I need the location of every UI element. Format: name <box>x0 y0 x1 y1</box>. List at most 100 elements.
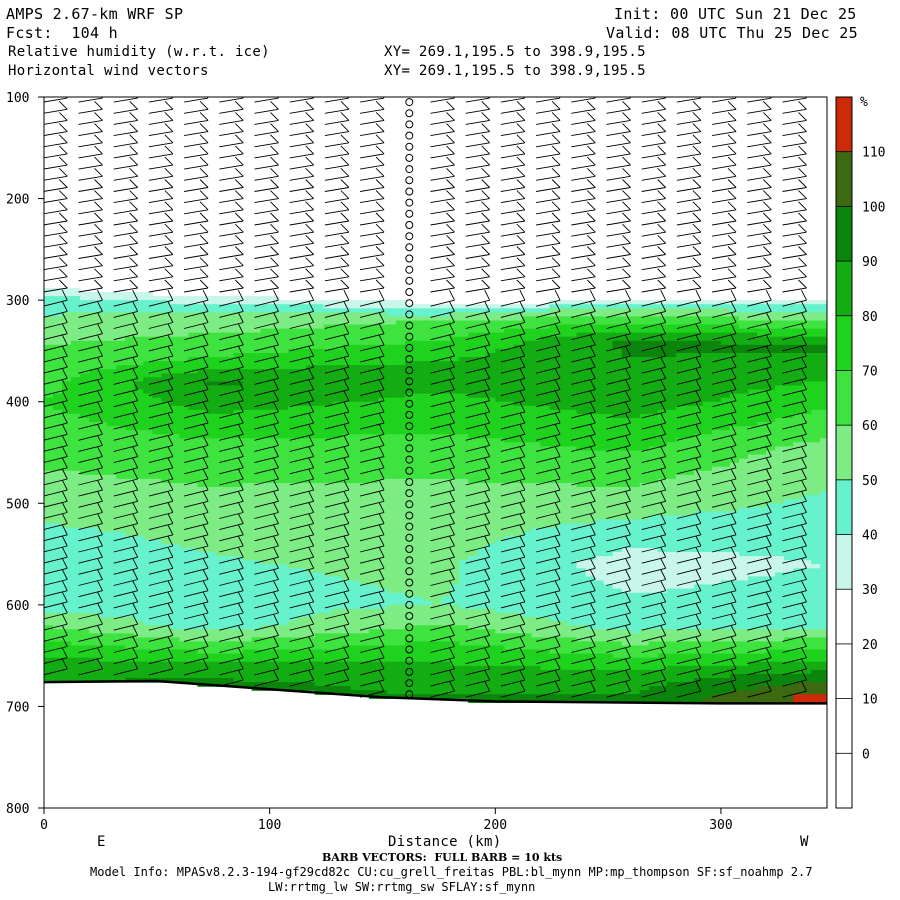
rh-cell <box>323 377 334 382</box>
rh-cell <box>89 446 99 452</box>
rh-cell <box>368 393 379 399</box>
rh-cell <box>206 556 217 561</box>
rh-cell <box>143 324 153 330</box>
rh-cell <box>206 661 217 667</box>
rh-cell <box>396 405 406 411</box>
rh-cell <box>206 357 217 362</box>
rh-cell <box>179 527 189 533</box>
rh-cell <box>134 340 144 346</box>
rh-cell <box>477 393 487 399</box>
rh-cell <box>188 344 198 350</box>
rh-cell <box>441 564 451 569</box>
rh-cell <box>323 519 334 525</box>
rh-cell <box>260 320 271 326</box>
rh-cell <box>423 600 433 606</box>
rh-cell <box>359 316 370 322</box>
rh-cell <box>314 332 325 338</box>
rh-cell <box>179 434 189 439</box>
rh-cell <box>296 304 307 309</box>
rh-cell <box>71 535 81 541</box>
rh-cell <box>179 466 189 472</box>
rh-cell <box>53 401 63 407</box>
rh-cell <box>314 454 325 460</box>
rh-cell <box>305 657 316 663</box>
rh-cell <box>215 661 226 667</box>
rh-cell <box>116 539 126 545</box>
rh-cell <box>233 564 244 569</box>
rh-cell <box>152 438 162 443</box>
rh-cell <box>405 474 415 480</box>
rh-cell <box>368 491 379 496</box>
rh-cell <box>387 487 397 492</box>
rh-cell <box>459 393 469 399</box>
rh-cell <box>450 564 460 569</box>
rh-cell <box>341 580 352 586</box>
rh-cell <box>450 515 460 521</box>
rh-cell <box>179 413 189 419</box>
rh-cell <box>233 304 244 309</box>
rh-cell <box>197 418 207 423</box>
rh-cell <box>53 393 63 399</box>
rh-cell <box>188 340 198 346</box>
rh-cell <box>89 507 99 512</box>
rh-cell <box>260 608 271 614</box>
rh-cell <box>170 458 180 464</box>
rh-cell <box>468 474 478 480</box>
rh-cell <box>161 657 171 663</box>
rh-cell <box>350 344 361 350</box>
rh-cell <box>396 576 406 582</box>
rh-cell <box>332 682 343 687</box>
rh-cell <box>143 556 153 561</box>
rh-cell <box>62 381 72 387</box>
rh-cell <box>396 661 406 667</box>
rh-cell <box>396 617 406 622</box>
rh-cell <box>450 373 460 378</box>
rh-cell <box>197 491 207 496</box>
rh-cell <box>350 527 361 533</box>
rh-cell <box>98 645 108 651</box>
rh-cell <box>459 499 469 504</box>
rh-cell <box>332 389 343 395</box>
rh-cell <box>468 580 478 586</box>
rh-cell <box>197 397 207 403</box>
rh-cell <box>350 564 361 569</box>
rh-cell <box>287 552 298 557</box>
rh-cell <box>188 393 198 399</box>
rh-cell <box>116 454 126 460</box>
rh-cell <box>98 470 108 476</box>
rh-cell <box>260 324 271 330</box>
rh-cell <box>62 474 72 480</box>
rh-cell <box>206 625 217 630</box>
rh-cell <box>71 434 81 439</box>
rh-cell <box>62 572 72 578</box>
rh-cell <box>368 543 379 549</box>
rh-cell <box>107 499 117 504</box>
rh-cell <box>368 499 379 504</box>
rh-cell <box>161 548 171 553</box>
rh-cell <box>486 316 496 322</box>
rh-cell <box>432 361 442 366</box>
rh-cell <box>278 442 289 447</box>
rh-cell <box>215 539 226 545</box>
rh-cell <box>368 316 379 322</box>
rh-cell <box>368 462 379 468</box>
rh-cell <box>161 340 171 346</box>
rh-cell <box>134 621 144 626</box>
rh-cell <box>62 527 72 533</box>
rh-cell <box>368 361 379 366</box>
rh-cell <box>260 393 271 399</box>
rh-cell <box>332 470 343 476</box>
rh-cell <box>62 629 72 634</box>
rh-cell <box>242 645 253 651</box>
rh-cell <box>387 539 397 545</box>
rh-cell <box>71 385 81 391</box>
rh-cell <box>405 669 415 675</box>
rh-cell <box>80 348 90 354</box>
rh-cell <box>80 617 90 622</box>
rh-cell <box>341 503 352 508</box>
rh-cell <box>224 617 235 622</box>
rh-cell <box>477 548 487 553</box>
rh-cell <box>468 556 478 561</box>
rh-cell <box>98 474 108 480</box>
rh-cell <box>495 543 505 549</box>
